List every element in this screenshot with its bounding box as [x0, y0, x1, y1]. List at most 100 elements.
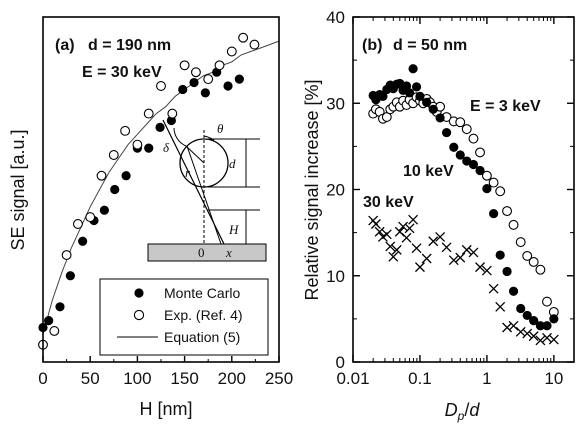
inset-origin: 0 [198, 245, 205, 260]
monte-carlo-point [200, 88, 210, 98]
point-3kev [502, 206, 513, 217]
monte-carlo-point [65, 271, 75, 281]
point-10kev [502, 266, 512, 277]
monte-carlo-point [155, 122, 165, 132]
point-10kev [529, 316, 539, 326]
point-30kev [404, 223, 415, 234]
panel-a: 0 50 100 150 200 250 (a) d = 190 nm E = 30 ke… [8, 16, 293, 419]
point-30kev [488, 283, 499, 294]
point-30kev [421, 253, 432, 264]
series-30kev-label: 30 keV [363, 194, 414, 211]
point-30kev [515, 326, 526, 337]
exp-point [226, 46, 237, 57]
point-3kev [515, 237, 526, 248]
point-30kev [495, 301, 506, 312]
legend-equation-label: Equation (5) [164, 329, 240, 345]
y-tick-label: 20 [326, 181, 345, 200]
monte-carlo-point [189, 77, 199, 88]
exp-point [190, 67, 201, 78]
point-30kev [455, 252, 466, 263]
point-30kev [548, 334, 559, 345]
legend-monte-carlo-marker [134, 288, 144, 298]
point-3kev [508, 219, 519, 230]
inset-theta: θ [217, 121, 224, 136]
point-30kev [502, 322, 513, 333]
inset-delta: δ [163, 140, 170, 155]
point-30kev [475, 262, 486, 273]
point-30kev [374, 226, 385, 237]
point-10kev [549, 314, 559, 324]
point-30kev [385, 241, 396, 252]
panel-a-label: (a) [55, 37, 75, 54]
monte-carlo-point [110, 184, 120, 195]
point-10kev [495, 250, 505, 260]
point-10kev [508, 286, 519, 296]
geometry-inset: θ δ r d H 0 x [147, 119, 267, 262]
series-10kev-label: 10 keV [403, 163, 454, 180]
y-tick-label: 0 [336, 353, 345, 372]
point-30kev [528, 331, 539, 342]
panel-b-label: (b) [362, 37, 382, 54]
point-30kev [428, 236, 439, 247]
delta-arc [173, 127, 187, 147]
inset-r: r [185, 165, 191, 180]
point-3kev [481, 170, 492, 181]
point-30kev [401, 232, 412, 243]
point-10kev [415, 91, 425, 101]
inset-d: d [229, 156, 236, 171]
exp-point [249, 39, 260, 50]
point-30kev [461, 244, 472, 255]
point-30kev [391, 244, 402, 255]
point-30kev [408, 214, 419, 225]
x-tick-label: 0.1 [408, 369, 432, 388]
legend-exp-label: Exp. (Ref. 4) [164, 307, 243, 323]
point-3kev [475, 147, 485, 158]
point-30kev [411, 243, 422, 254]
point-10kev [516, 303, 526, 314]
point-10kev [482, 184, 492, 194]
exp-point [132, 139, 143, 150]
point-30kev [508, 320, 519, 331]
point-30kev [448, 255, 459, 266]
point-10kev [522, 310, 532, 321]
x-tick-label: 100 [123, 369, 151, 388]
inset-x: x [225, 245, 232, 260]
exp-point [179, 60, 190, 71]
y-tick-label: 30 [326, 94, 345, 113]
panel-b-ticks: 0.01 0.1 1 10 0 10 20 30 40 [326, 8, 575, 388]
x-tick-label: 0.01 [336, 369, 369, 388]
x-tick-label: 10 [544, 369, 563, 388]
point-30kev [481, 265, 492, 276]
exp-point [238, 32, 249, 43]
point-30kev [414, 262, 425, 273]
panel-a-d-annotation: d = 190 nm [88, 37, 171, 54]
monte-carlo-point [144, 143, 154, 153]
inset-h: H [228, 222, 239, 237]
panel-b-points [368, 64, 559, 346]
point-3kev [522, 250, 533, 261]
point-30kev [522, 328, 533, 339]
exp-point [120, 125, 131, 136]
series-3kev-label: E = 3 keV [470, 98, 541, 115]
legend-exp-marker [133, 309, 145, 321]
point-10kev [411, 82, 422, 92]
monte-carlo-point [44, 316, 54, 326]
panel-a-ylabel: SE signal [a.u.] [8, 129, 28, 250]
point-10kev [408, 64, 418, 74]
point-10kev [378, 91, 388, 101]
point-30kev [468, 247, 479, 258]
legend-monte-carlo-label: Monte Carlo [164, 285, 240, 301]
substrate-block [147, 243, 267, 262]
exp-point [108, 150, 119, 160]
point-30kev [441, 242, 452, 253]
panel-a-x-ticks: 0 50 100 150 200 250 [38, 356, 293, 388]
x-tick-label: 250 [265, 369, 293, 388]
radius-line [185, 145, 205, 164]
x-tick-label: 50 [81, 369, 100, 388]
point-10kev [449, 142, 459, 152]
point-10kev [535, 321, 546, 331]
point-10kev [468, 159, 479, 170]
theta-arc [203, 135, 215, 141]
monte-carlo-point [121, 171, 131, 181]
y-tick-label: 10 [326, 267, 345, 286]
